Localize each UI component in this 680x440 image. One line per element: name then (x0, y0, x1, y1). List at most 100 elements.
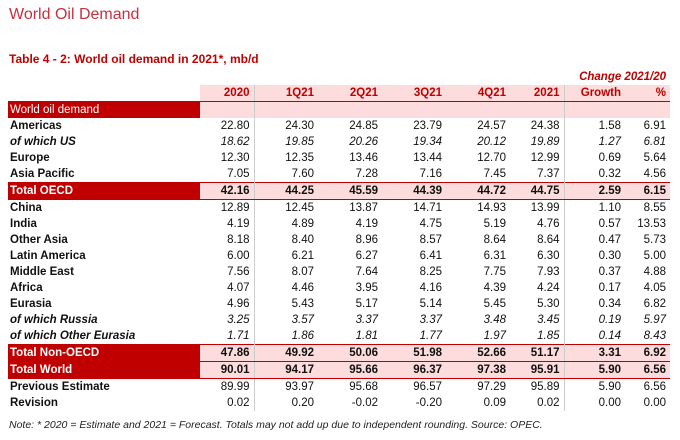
row-value: 24.38 (510, 118, 565, 134)
row-value: 4.89 (253, 216, 318, 232)
row-value: 6.41 (419, 250, 442, 262)
row-value: 0.30 (598, 250, 621, 262)
row-value: 5.73 (643, 234, 666, 246)
row-value: 13.46 (349, 152, 378, 164)
row-label: Middle East (10, 266, 74, 278)
row-value: 19.85 (253, 134, 318, 150)
row-value: 13.87 (349, 202, 378, 214)
row-value: 7.45 (483, 168, 506, 180)
table-row: India 4.19 4.89 4.19 4.75 5.19 4.76 0.57 13.53 (8, 216, 670, 232)
table-row: Americas 22.80 24.30 24.85 23.79 24.57 24.38 1.… (8, 118, 670, 134)
row-value: 24.30 (253, 118, 318, 134)
row-label: China (10, 202, 42, 214)
row-value: 95.91 (510, 361, 565, 379)
row-value: 13.99 (510, 199, 565, 216)
row-value: 0.47 (598, 234, 621, 246)
row-value: 6.56 (625, 361, 670, 379)
row-value: 7.60 (253, 166, 318, 183)
row-value: 4.24 (510, 280, 565, 296)
row-value: 4.56 (643, 168, 666, 180)
row-value: 19.34 (413, 136, 442, 148)
section-cell (200, 101, 254, 118)
table-row: Total Non-OECD 47.86 49.92 50.06 51.98 52.66 5… (8, 344, 670, 362)
column-header: 2021 (510, 85, 565, 102)
row-value: 51.17 (510, 344, 565, 362)
row-value: 95.89 (510, 378, 565, 395)
row-value: 5.97 (643, 314, 666, 326)
change-header-spacer (510, 69, 564, 85)
row-value: 44.39 (382, 182, 446, 200)
section-cell (253, 101, 318, 118)
row-value: 3.45 (510, 312, 565, 328)
row-value: 0.32 (598, 168, 621, 180)
row-value: 50.06 (318, 344, 382, 362)
oil-demand-table: Change 2021/20 2020 1Q21 2Q21 3Q21 4Q21 2021 Gr… (8, 69, 670, 411)
row-value: 14.93 (477, 202, 506, 214)
table-row: Eurasia 4.96 5.43 5.17 5.14 5.45 5.30 0.34 6.82 (8, 296, 670, 312)
row-value: 8.55 (643, 202, 666, 214)
row-value: 12.45 (253, 199, 318, 216)
row-value: 18.62 (220, 136, 250, 148)
row-value: 3.37 (355, 314, 378, 326)
row-value: 4.75 (419, 218, 442, 230)
row-value: 24.57 (477, 120, 506, 132)
change-header-spacer (254, 69, 318, 85)
row-value: 19.89 (510, 134, 565, 150)
row-value: 4.16 (419, 282, 442, 294)
row-value: 3.95 (355, 282, 378, 294)
column-header: % (625, 85, 670, 102)
row-label: Africa (10, 282, 43, 294)
row-value: 1.71 (227, 330, 250, 342)
section-cell (625, 101, 670, 118)
row-value: 0.34 (598, 298, 621, 310)
row-label: of which US (10, 136, 76, 148)
row-value: 12.99 (510, 150, 565, 166)
row-value: 1.85 (510, 328, 565, 345)
row-value: 0.02 (227, 397, 250, 409)
row-label: Americas (10, 120, 62, 132)
row-value: 4.05 (643, 282, 666, 294)
table-row: Total OECD 42.16 44.25 45.59 44.39 44.72 44.75… (8, 182, 670, 200)
row-value: 8.64 (510, 232, 565, 248)
column-header: 3Q21 (382, 85, 446, 102)
table-row: Asia Pacific 7.05 7.60 7.28 7.16 7.45 7.37 0.32… (8, 166, 670, 183)
row-value: 6.82 (643, 298, 666, 310)
row-value: 0.14 (598, 330, 621, 342)
row-label: Total World (8, 361, 200, 379)
row-value: 1.81 (355, 330, 378, 342)
row-value: 4.19 (355, 218, 378, 230)
row-value: 3.25 (227, 314, 250, 326)
row-value: 0.02 (510, 395, 565, 411)
row-value: 4.46 (253, 280, 318, 296)
row-value: 6.27 (355, 250, 378, 262)
row-value: 51.98 (382, 344, 446, 362)
row-value: 0.00 (598, 397, 621, 409)
row-value: 2.59 (564, 182, 625, 200)
row-value: 90.01 (200, 361, 254, 379)
change-header-spacer (200, 69, 254, 85)
row-value: 6.92 (625, 344, 670, 362)
row-value: 97.38 (446, 361, 510, 379)
column-header: 4Q21 (446, 85, 510, 102)
change-header-spacer (8, 69, 200, 85)
row-value: 6.56 (643, 381, 666, 393)
row-value: 5.43 (253, 296, 318, 312)
row-value: 3.37 (419, 314, 442, 326)
row-value: 93.97 (253, 378, 318, 395)
row-label: Asia Pacific (10, 168, 75, 180)
row-value: 44.75 (510, 182, 565, 200)
row-value: 7.56 (227, 266, 250, 278)
row-value: 4.96 (227, 298, 250, 310)
row-value: 13.44 (413, 152, 442, 164)
row-value: 5.30 (510, 296, 565, 312)
row-value: 8.57 (419, 234, 442, 246)
row-value: 6.21 (253, 248, 318, 264)
row-value: 7.93 (510, 264, 565, 280)
row-label: Revision (10, 397, 58, 409)
row-value: 5.45 (483, 298, 506, 310)
row-value: 6.00 (227, 250, 250, 262)
row-value: 89.99 (220, 381, 250, 393)
section-row: World oil demand (8, 101, 670, 118)
row-value: 8.96 (355, 234, 378, 246)
change-header: Change 2021/20 (579, 71, 666, 83)
